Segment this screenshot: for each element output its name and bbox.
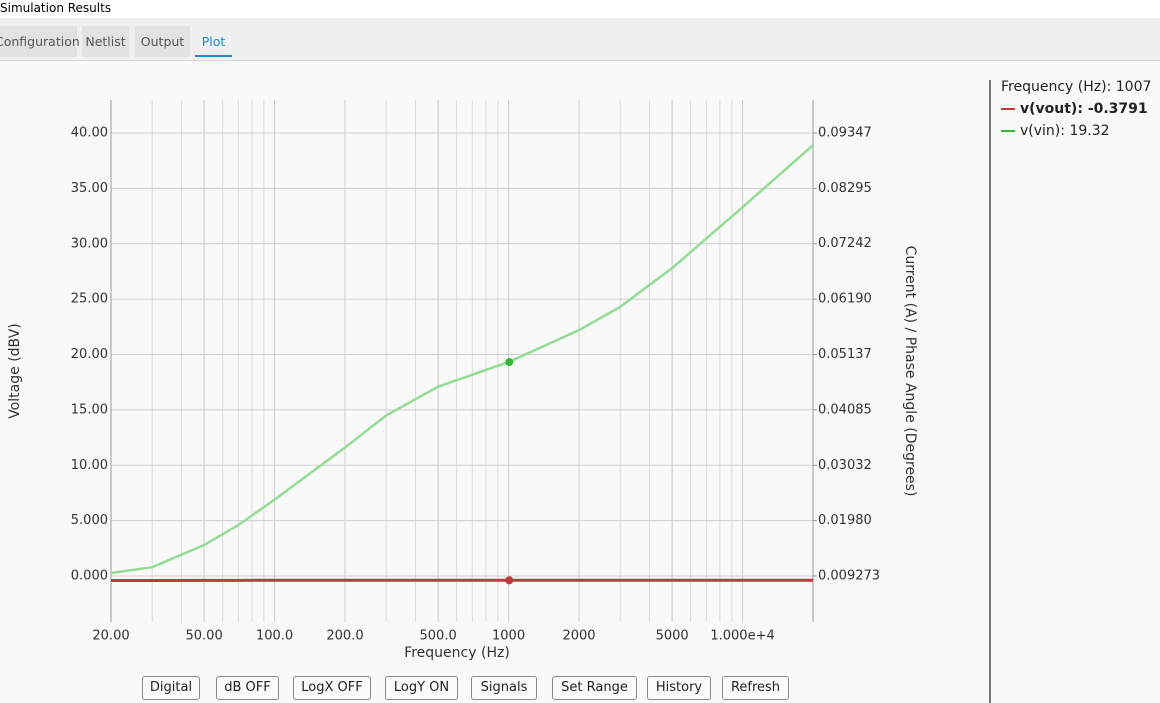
y2-tick-label: 0.009273 — [818, 568, 880, 583]
y2-tick-label: 0.08295 — [818, 181, 872, 196]
y-axis-label: Voltage (dBV) — [7, 323, 23, 419]
button[interactable]: LogY ON — [385, 676, 458, 700]
button[interactable]: History — [647, 676, 711, 700]
separator — [989, 80, 991, 703]
y2-tick-label: 0.01980 — [818, 513, 872, 528]
y2-tick-label: 0.09347 — [818, 125, 872, 140]
readout-value: 1007 — [1115, 79, 1152, 95]
tab-bar: Configuration Netlist Output Plot — [0, 18, 1160, 61]
title-bar: Simulation Results — [0, 0, 1160, 18]
y-tick-label: 10.00 — [71, 458, 108, 473]
x-tick-label: 1.000e+4 — [710, 629, 774, 644]
button[interactable]: Refresh — [722, 676, 789, 700]
y-tick-label: 40.00 — [71, 126, 108, 141]
y2-tick-label: 0.06190 — [818, 292, 872, 307]
readout-item: v(vout): -0.3791 — [1001, 101, 1148, 117]
y-tick-label: 15.00 — [71, 402, 108, 417]
tab[interactable]: Output — [135, 26, 190, 57]
readout-value: -0.3791 — [1087, 101, 1148, 117]
tab[interactable]: Plot — [195, 26, 232, 57]
cursor-marker — [505, 576, 514, 585]
y-tick-label: 5.000 — [71, 513, 108, 528]
readout-item: v(vin): 19.32 — [1001, 123, 1110, 139]
readout-label: Frequency (Hz): — [1001, 79, 1112, 95]
window-title: Simulation Results — [0, 1, 112, 15]
legend-swatch — [1001, 108, 1015, 110]
y2-tick-label: 0.04085 — [818, 402, 872, 417]
y2-tick-label: 0.07242 — [818, 236, 872, 251]
series-line — [110, 144, 814, 575]
legend-label: v(vin): — [1020, 123, 1065, 139]
button[interactable]: dB OFF — [216, 676, 279, 700]
button[interactable]: LogX OFF — [293, 676, 371, 700]
button[interactable]: Digital — [142, 676, 200, 700]
x-tick-label: 20.00 — [92, 629, 129, 644]
button[interactable]: Signals — [471, 676, 537, 700]
y2-axis-label: Current (A) / Phase Angle (Degrees) — [902, 246, 918, 497]
y-tick-label: 0.000 — [71, 569, 108, 584]
y2-tick-label: 0.05137 — [818, 347, 872, 362]
cursor-marker — [505, 358, 514, 367]
legend-swatch — [1001, 130, 1015, 132]
x-tick-label: 200.0 — [326, 629, 363, 644]
y-tick-label: 35.00 — [71, 181, 108, 196]
x-tick-label: 5000 — [656, 629, 689, 644]
y2-tick-label: 0.03032 — [818, 458, 872, 473]
x-tick-label: 1000 — [492, 629, 525, 644]
y-tick-label: 30.00 — [71, 236, 108, 251]
chart: 20.00 50.00 100.0 200.0 500.0 1000 2000 5000 1.0… — [7, 100, 918, 661]
tab[interactable]: Netlist — [82, 26, 129, 57]
x-tick-label: 2000 — [562, 629, 595, 644]
x-axis-label: Frequency (Hz) — [404, 645, 510, 661]
y-tick-label: 25.00 — [71, 292, 108, 307]
readout-value: 19.32 — [1069, 123, 1110, 139]
legend-label: v(vout): — [1020, 101, 1083, 117]
button[interactable]: Set Range — [552, 676, 637, 700]
readout-x: Frequency (Hz): 1007 — [1001, 79, 1151, 95]
tab[interactable]: Configuration — [0, 26, 80, 57]
x-tick-label: 500.0 — [420, 629, 457, 644]
x-tick-label: 50.00 — [186, 629, 223, 644]
x-tick-label: 100.0 — [256, 629, 293, 644]
y-tick-label: 20.00 — [71, 347, 108, 362]
